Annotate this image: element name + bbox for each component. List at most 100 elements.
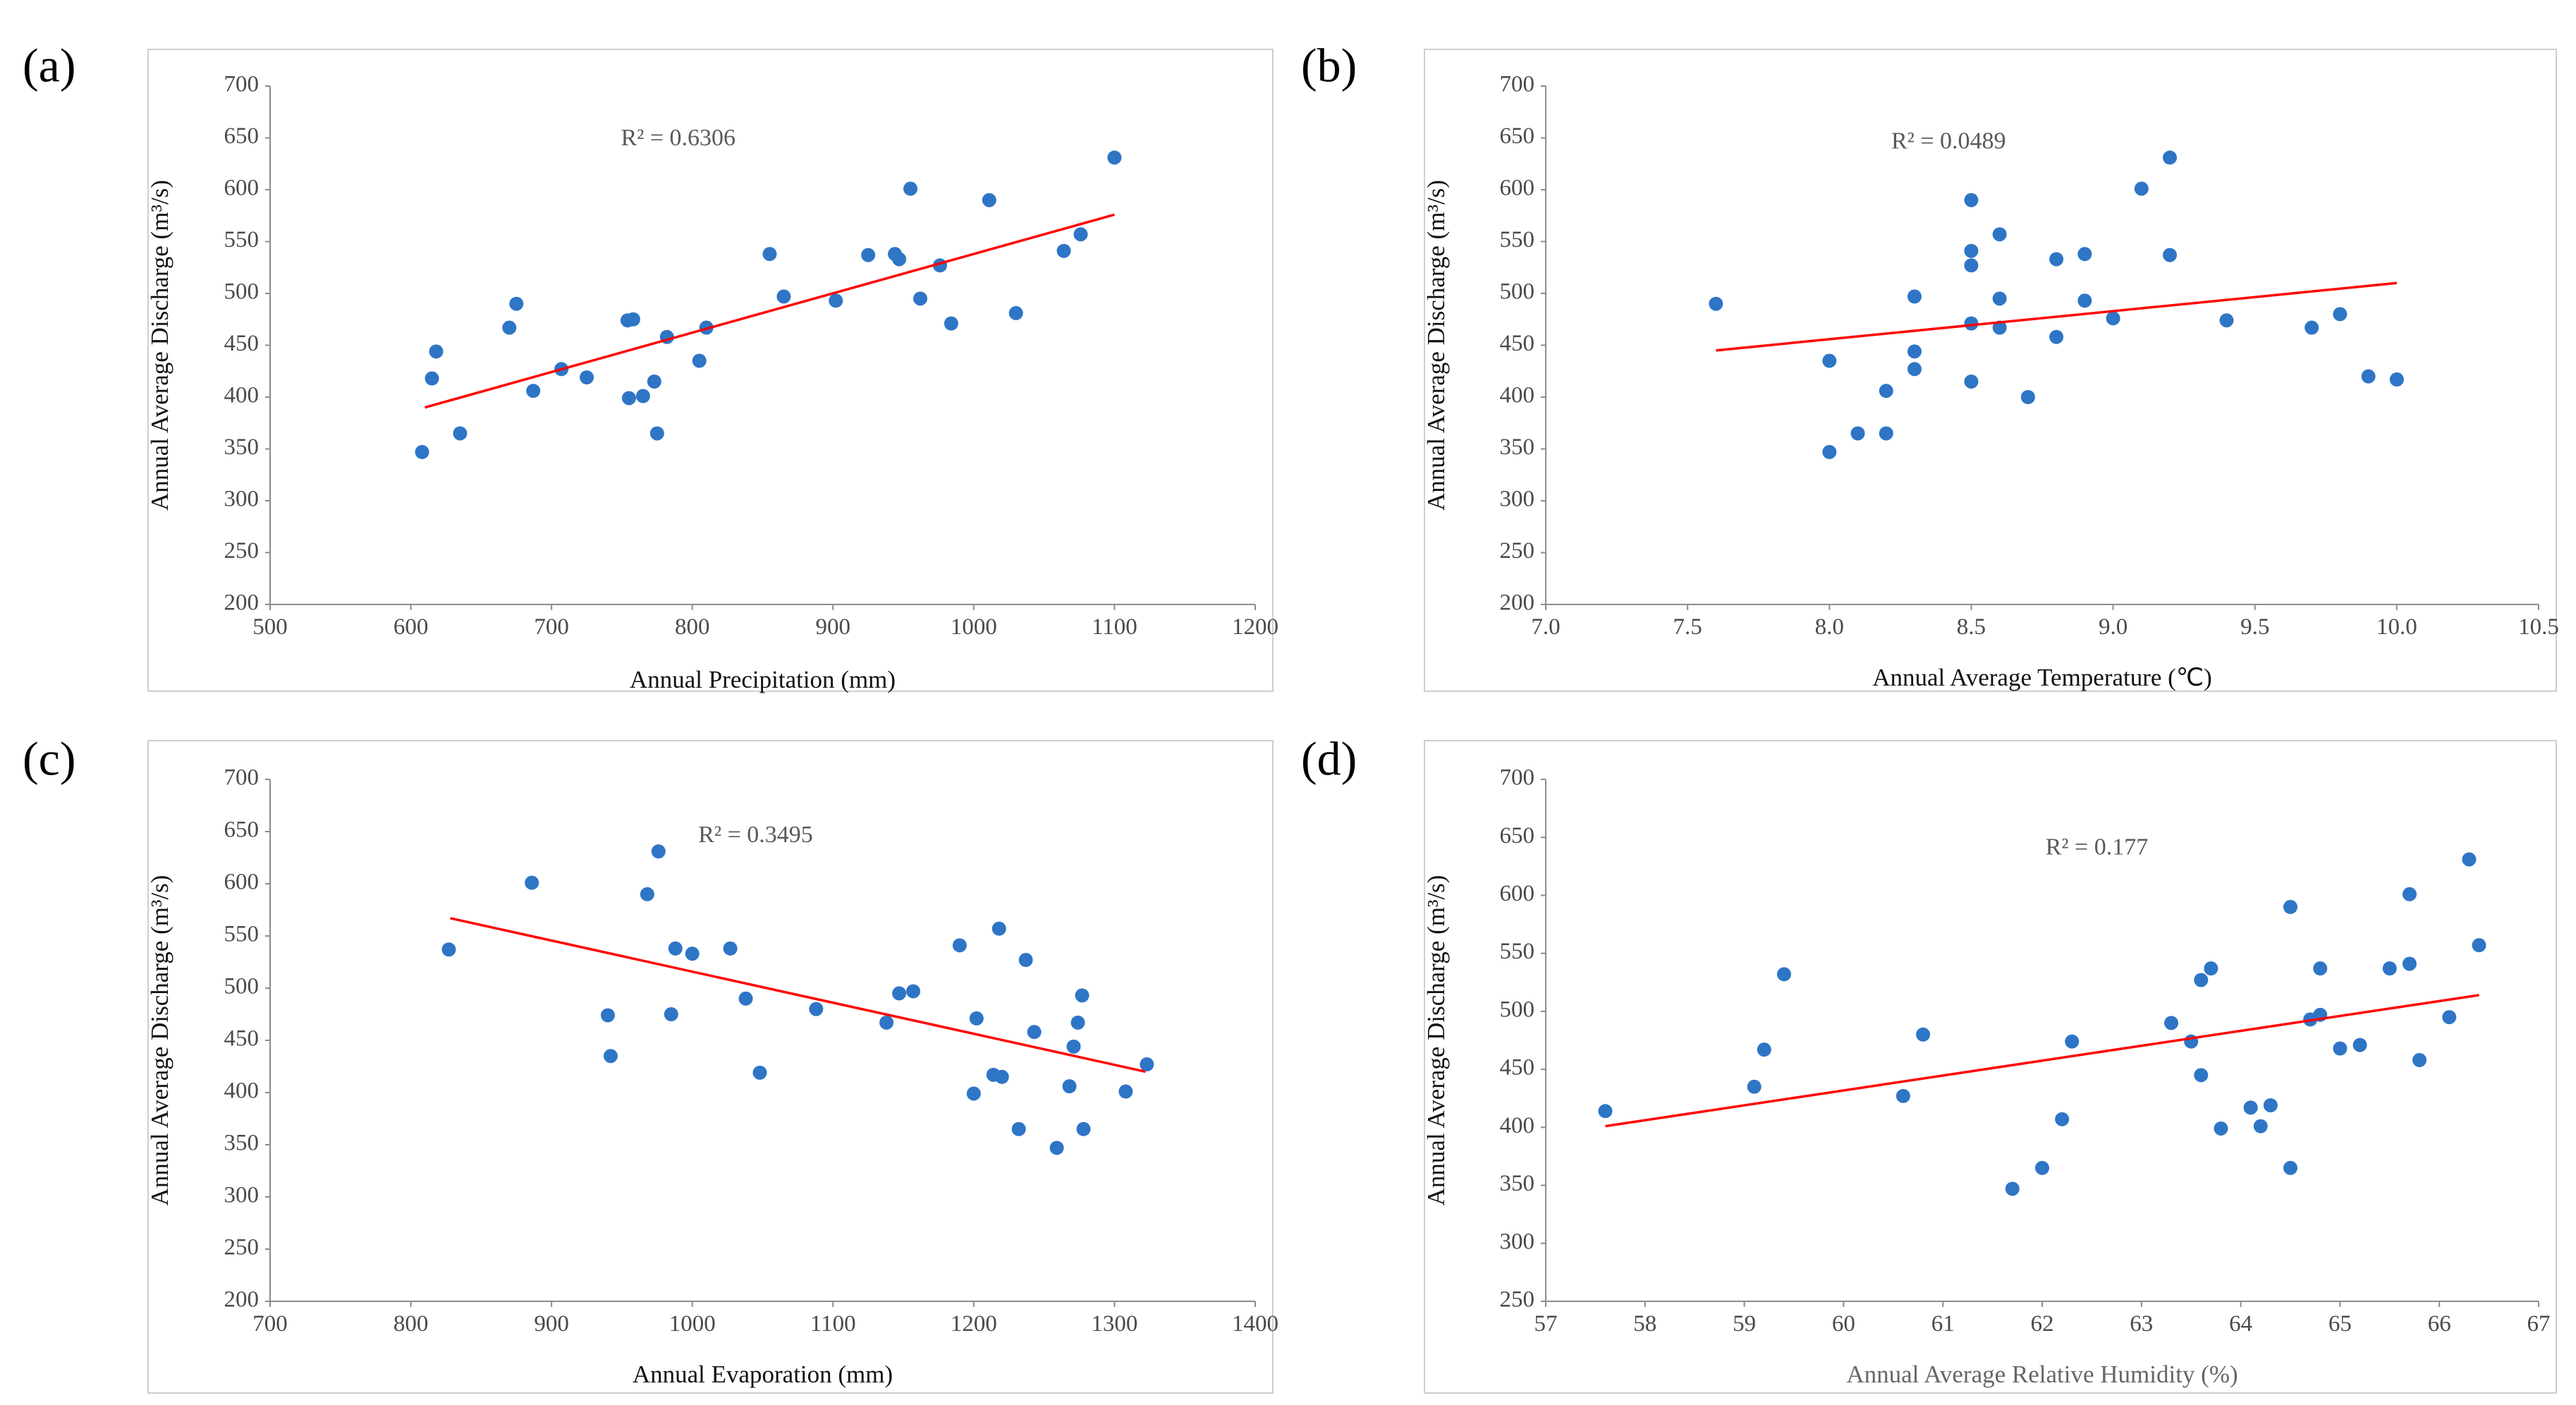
data-point: [429, 344, 444, 359]
x-tick-label: 63: [2130, 1311, 2153, 1337]
y-tick-label: 200: [224, 590, 260, 616]
data-point: [2005, 1181, 2020, 1196]
data-point: [1027, 1025, 1042, 1040]
x-tick-label: 62: [2031, 1311, 2054, 1337]
data-point: [944, 316, 958, 331]
y-tick-label: 350: [1500, 1171, 1535, 1196]
data-point: [982, 193, 996, 207]
y-tick-label: 600: [224, 870, 260, 895]
x-tick-label: 900: [816, 614, 851, 640]
data-point: [2214, 1121, 2228, 1136]
y-tick-label: 350: [224, 434, 260, 460]
data-point: [2106, 311, 2120, 326]
y-tick-label: 400: [224, 383, 260, 408]
y-tick-label: 400: [224, 1078, 260, 1104]
chart-panel: (a) 200 250 300 350 400 450 500 550 600 650 700 500 6…: [23, 39, 1278, 693]
y-tick-label: 500: [1500, 279, 1535, 305]
x-tick-label: 900: [534, 1311, 569, 1337]
data-point: [913, 291, 928, 306]
y-tick-label: 650: [224, 123, 260, 149]
data-point: [2333, 307, 2348, 322]
x-axis-title: Annual Average Temperature (℃): [1872, 664, 2212, 691]
x-tick-label: 1100: [810, 1311, 856, 1337]
data-point: [969, 1011, 984, 1026]
data-point: [723, 941, 738, 956]
data-point: [1062, 1079, 1077, 1094]
data-point: [1964, 316, 1979, 331]
data-point: [1964, 243, 1979, 258]
x-axis-title: Annual Precipitation (mm): [630, 666, 896, 693]
panel-label: (d): [1301, 732, 1357, 786]
x-tick-label: 67: [2527, 1311, 2551, 1337]
data-point: [502, 320, 517, 335]
x-tick-label: 59: [1733, 1311, 1756, 1337]
data-point: [892, 986, 907, 1001]
x-tick-label: 10.0: [2376, 614, 2417, 640]
data-point: [1056, 243, 1071, 258]
data-point: [2313, 961, 2328, 976]
data-point: [1916, 1027, 1931, 1042]
data-point: [1066, 1039, 1081, 1054]
y-tick-label: 550: [224, 922, 260, 947]
data-point: [1850, 426, 1865, 441]
x-tick-label: 66: [2428, 1311, 2451, 1337]
y-tick-label: 500: [1500, 997, 1535, 1022]
y-tick-label: 400: [1500, 383, 1535, 408]
data-point: [829, 293, 843, 308]
y-tick-label: 550: [224, 227, 260, 253]
data-point: [603, 1049, 618, 1064]
data-point: [966, 1086, 981, 1101]
data-point: [1964, 258, 1979, 273]
data-point: [2389, 372, 2404, 387]
y-axis-title: Annual Average Discharge (m³/s): [1422, 875, 1450, 1206]
data-point: [2253, 1119, 2268, 1133]
y-tick-label: 650: [1500, 823, 1535, 849]
y-axis-title: Annual Average Discharge (m³/s): [146, 180, 173, 511]
data-point: [2204, 961, 2218, 976]
x-tick-label: 1200: [1232, 614, 1278, 640]
data-point: [1018, 953, 1033, 968]
data-point: [580, 370, 594, 385]
r-squared-annotation: R² = 0.6306: [621, 125, 735, 151]
panel-label: (c): [23, 732, 75, 786]
y-tick-label: 650: [1500, 123, 1535, 149]
data-point: [1747, 1079, 1762, 1094]
data-point: [1076, 1121, 1091, 1136]
x-tick-label: 10.5: [2518, 614, 2559, 640]
y-tick-label: 250: [1500, 1287, 1535, 1313]
data-point: [2402, 887, 2417, 901]
data-point: [1008, 305, 1023, 320]
data-point: [1992, 320, 2007, 335]
y-tick-label: 350: [224, 1131, 260, 1156]
data-point: [649, 426, 664, 441]
chart-frame: [147, 49, 1274, 692]
data-point: [1757, 1042, 1771, 1057]
x-tick-label: 8.0: [1815, 614, 1844, 640]
data-point: [1992, 227, 2007, 242]
data-point: [776, 289, 791, 304]
data-point: [453, 426, 468, 441]
data-point: [2442, 1010, 2457, 1025]
r-squared-annotation: R² = 0.0489: [1891, 128, 2006, 154]
trendline: [450, 917, 1146, 1073]
data-point: [2194, 973, 2209, 987]
y-tick-label: 700: [224, 72, 260, 97]
x-tick-label: 1100: [1092, 614, 1137, 640]
y-tick-label: 300: [224, 1183, 260, 1208]
data-point: [1049, 1141, 1064, 1155]
data-point: [2283, 1160, 2297, 1175]
r-squared-annotation: R² = 0.177: [2046, 834, 2149, 860]
x-tick-label: 800: [393, 1311, 429, 1337]
data-point: [2164, 1016, 2179, 1030]
y-tick-label: 700: [224, 765, 260, 791]
chart-panel: (c) 200 250 300 350 400 450 500 550 600 650 700 700 8…: [23, 732, 1278, 1394]
data-point: [664, 1007, 678, 1021]
data-point: [2055, 1112, 2070, 1126]
data-point: [2077, 293, 2092, 308]
data-point: [1964, 374, 1979, 389]
data-point: [525, 875, 539, 890]
x-tick-label: 700: [252, 1311, 288, 1337]
data-point: [415, 444, 429, 459]
data-point: [2412, 1052, 2427, 1067]
